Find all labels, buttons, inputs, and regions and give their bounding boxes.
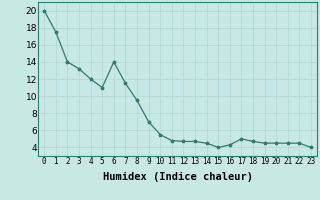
X-axis label: Humidex (Indice chaleur): Humidex (Indice chaleur): [103, 172, 252, 182]
